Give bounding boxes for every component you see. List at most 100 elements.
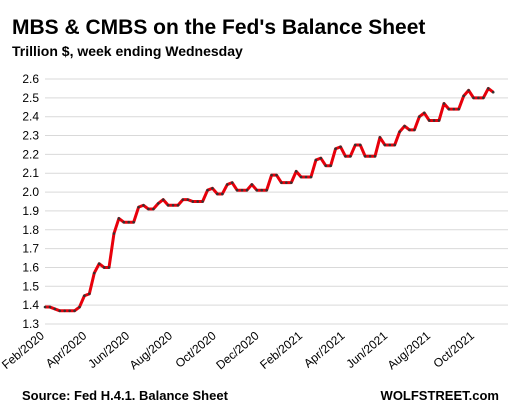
data-point <box>245 188 249 192</box>
y-tick-label: 2.3 <box>22 129 39 143</box>
data-point <box>299 175 303 179</box>
y-tick-label: 2.2 <box>22 147 39 161</box>
data-point <box>319 156 323 160</box>
series-line <box>45 86 495 313</box>
data-point <box>413 128 416 132</box>
data-point <box>191 200 195 203</box>
data-point <box>289 181 293 184</box>
data-point <box>112 232 116 235</box>
data-point <box>235 188 239 192</box>
data-point <box>83 294 86 298</box>
data-point <box>206 188 209 192</box>
y-tick-label: 2.4 <box>22 110 39 124</box>
data-point <box>472 96 475 100</box>
data-point <box>373 154 377 158</box>
data-point <box>457 107 461 111</box>
data-point <box>181 198 185 201</box>
y-tick-label: 2.1 <box>22 166 39 180</box>
chart-subtitle: Trillion $, week ending Wednesday <box>12 43 243 59</box>
data-point <box>265 188 268 192</box>
data-point <box>97 262 101 265</box>
data-point <box>427 119 431 122</box>
data-point <box>127 220 131 224</box>
data-point <box>285 181 288 184</box>
data-point <box>447 107 451 111</box>
data-point <box>255 188 259 192</box>
series-layer <box>43 86 495 313</box>
data-point <box>486 87 490 90</box>
x-tick-label: Jun/2021 <box>343 328 390 371</box>
data-point <box>368 154 372 158</box>
data-point <box>68 309 71 313</box>
data-point <box>102 266 106 269</box>
data-point <box>388 143 392 147</box>
data-point <box>408 128 411 132</box>
chart-title: MBS & CMBS on the Fed's Balance Sheet <box>12 16 425 39</box>
data-point <box>304 175 308 179</box>
data-point <box>344 154 347 158</box>
data-point <box>132 220 135 224</box>
x-axis-ticks: Feb/2020Apr/2020Jun/2020Aug/2020Oct/2020… <box>0 328 477 372</box>
data-point <box>166 203 170 207</box>
x-tick-label: Apr/2021 <box>301 328 348 370</box>
data-point <box>329 164 332 167</box>
data-point <box>43 305 47 309</box>
data-point <box>442 102 446 105</box>
data-point <box>403 124 406 128</box>
data-point <box>137 205 140 209</box>
data-point <box>477 96 480 100</box>
credit-label: WOLFSTREET.com <box>381 388 499 403</box>
data-point <box>280 181 283 184</box>
x-tick-label: Feb/2020 <box>0 328 47 372</box>
data-point <box>467 89 470 92</box>
y-tick-label: 1.5 <box>22 279 39 293</box>
data-point <box>63 309 67 313</box>
data-point <box>225 183 229 186</box>
y-tick-label: 1.4 <box>22 298 39 312</box>
data-point <box>58 309 62 313</box>
data-point <box>314 158 318 162</box>
data-point <box>363 154 367 158</box>
data-point <box>294 170 298 173</box>
data-point <box>122 220 126 224</box>
y-tick-label: 1.8 <box>22 223 39 237</box>
data-point <box>107 266 111 269</box>
data-point <box>73 309 76 313</box>
data-point <box>422 111 426 115</box>
data-point <box>221 192 224 196</box>
data-point <box>437 119 441 122</box>
source-note: Source: Fed H.4.1. Balance Sheet <box>22 388 229 403</box>
data-point <box>161 198 165 201</box>
data-point <box>152 207 155 211</box>
data-point <box>398 130 401 134</box>
data-point <box>211 187 214 190</box>
data-point <box>393 143 397 147</box>
data-point <box>48 305 52 309</box>
data-point <box>92 271 96 275</box>
data-point <box>240 188 244 192</box>
data-point <box>53 307 57 311</box>
y-tick-label: 1.3 <box>22 317 39 331</box>
y-axis-ticks: 1.3 1.4 1.5 1.6 1.7 1.8 1.9 2.0 2.1 2.2 2.3 2.4 2.5 2… <box>22 72 39 331</box>
data-point <box>358 143 362 147</box>
data-point <box>339 145 342 149</box>
x-tick-label: Aug/2021 <box>385 328 434 372</box>
data-point <box>201 200 204 203</box>
data-point <box>250 183 254 186</box>
x-tick-label: Oct/2020 <box>173 328 220 370</box>
data-point <box>171 203 175 207</box>
data-point <box>491 90 495 94</box>
data-point <box>117 217 121 220</box>
y-tick-label: 1.6 <box>22 260 39 274</box>
data-point <box>354 143 357 147</box>
data-point <box>349 154 352 158</box>
data-point <box>186 198 190 201</box>
data-point <box>147 207 150 211</box>
data-point <box>216 192 219 196</box>
data-point <box>196 200 199 203</box>
data-point <box>418 115 421 118</box>
data-point <box>88 292 91 296</box>
data-point <box>324 164 328 167</box>
x-tick-label: Jun/2020 <box>85 328 132 371</box>
